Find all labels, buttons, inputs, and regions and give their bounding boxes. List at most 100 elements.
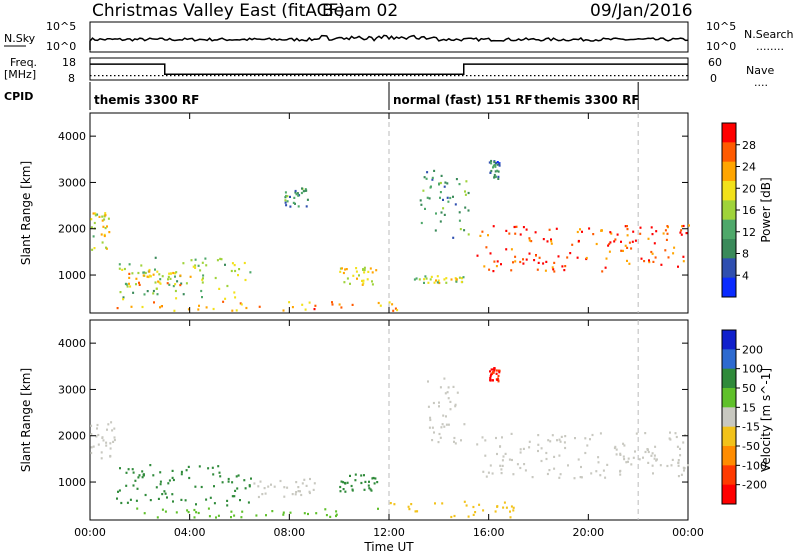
radar-cell (442, 198, 444, 201)
radar-cell (239, 499, 241, 502)
radar-cell (442, 414, 445, 417)
radar-cell (434, 229, 437, 232)
radar-cell (626, 225, 628, 228)
radar-cell (128, 263, 131, 266)
radar-cell (585, 256, 588, 260)
radar-cell (667, 256, 670, 259)
radar-cell (118, 489, 121, 492)
radar-cell (455, 178, 458, 181)
radar-cell (189, 275, 192, 278)
colorbar-tick-label: 200 (742, 343, 763, 356)
radar-cell (485, 475, 488, 478)
radar-cell (601, 270, 604, 273)
radar-cell (434, 502, 436, 505)
radar-cell (573, 477, 576, 480)
radar-cell (112, 440, 115, 443)
radar-cell (669, 431, 671, 434)
radar-cell (580, 465, 582, 469)
radar-cell (182, 262, 185, 265)
colorbar-cell (722, 446, 736, 466)
radar-cell (429, 416, 432, 419)
radar-cell (534, 231, 537, 234)
radar-cell (110, 421, 113, 424)
nsky-left-tick-top: 10^5 (46, 20, 76, 33)
radar-cell (219, 257, 222, 260)
radar-cell (436, 281, 439, 284)
radar-cell (528, 446, 531, 449)
radar-cell (508, 458, 511, 461)
radar-cell (107, 423, 110, 426)
radar-cell (627, 460, 629, 463)
radar-cell (505, 248, 508, 251)
radar-cell (632, 230, 635, 233)
radar-cell (445, 277, 448, 280)
radar-cell (439, 181, 442, 185)
colorbar-cell (722, 368, 736, 389)
radar-cell (653, 457, 656, 460)
radar-cell (427, 405, 430, 408)
radar-cell (371, 280, 373, 283)
radar-cell (438, 405, 440, 408)
radar-cell (214, 276, 217, 280)
radar-cell (410, 503, 413, 506)
radar-cell (426, 171, 429, 174)
radar-cell (525, 258, 528, 261)
radar-cell (474, 511, 477, 514)
radar-cell (226, 284, 229, 288)
radar-cell (648, 261, 651, 264)
radar-cell (167, 482, 170, 485)
radar-cell (244, 278, 247, 282)
radar-cell (187, 511, 190, 514)
radar-cell (146, 290, 149, 293)
radar-cell (619, 452, 622, 455)
radar-cell (664, 249, 667, 252)
radar-cell (630, 247, 633, 250)
radar-cell (279, 479, 282, 483)
radar-cell (240, 303, 243, 306)
radar-cell (92, 235, 95, 238)
radar-cell (443, 185, 446, 188)
radar-cell (299, 490, 301, 493)
radar-cell (580, 476, 583, 479)
radar-cell (563, 441, 566, 444)
radar-cell (496, 452, 498, 456)
radar-cell (683, 469, 685, 472)
radar-cell (198, 304, 200, 307)
radar-cell (550, 238, 552, 241)
radar-cell (331, 303, 334, 306)
radar-cell (245, 306, 248, 310)
radar-cell (489, 252, 492, 255)
xtick-label: 08:00 (273, 526, 305, 539)
radar-cell (494, 170, 497, 173)
radar-cell (463, 500, 466, 503)
radar-cell (447, 386, 450, 389)
radar-cell (626, 246, 629, 249)
radar-cell (342, 271, 345, 275)
colorbar-tick-label: 24 (742, 161, 756, 174)
radar-cell (556, 439, 558, 442)
radar-cell (90, 451, 93, 455)
radar-cell (510, 505, 513, 508)
radar-cell (462, 276, 465, 279)
radar-cell (305, 484, 308, 487)
radar-cell (197, 511, 200, 515)
radar-cell (174, 275, 176, 278)
radar-cell (483, 265, 486, 268)
radar-cell (167, 278, 169, 281)
radar-cell (375, 269, 378, 272)
radar-cell (559, 440, 562, 443)
radar-cell (564, 265, 567, 268)
cpid-segment-label: themis 3300 RF (534, 93, 639, 107)
radar-cell (624, 225, 627, 228)
radar-cell (307, 512, 309, 516)
radar-cell (484, 454, 487, 457)
radar-cell (241, 510, 244, 513)
radar-cell (130, 305, 133, 308)
colorbar-cell (722, 161, 736, 182)
radar-cell (489, 375, 492, 378)
radar-cell (358, 274, 360, 277)
radar-cell (428, 426, 431, 429)
radar-cell (138, 474, 141, 477)
colorbar-cell (722, 484, 736, 505)
radar-cell (135, 277, 138, 280)
